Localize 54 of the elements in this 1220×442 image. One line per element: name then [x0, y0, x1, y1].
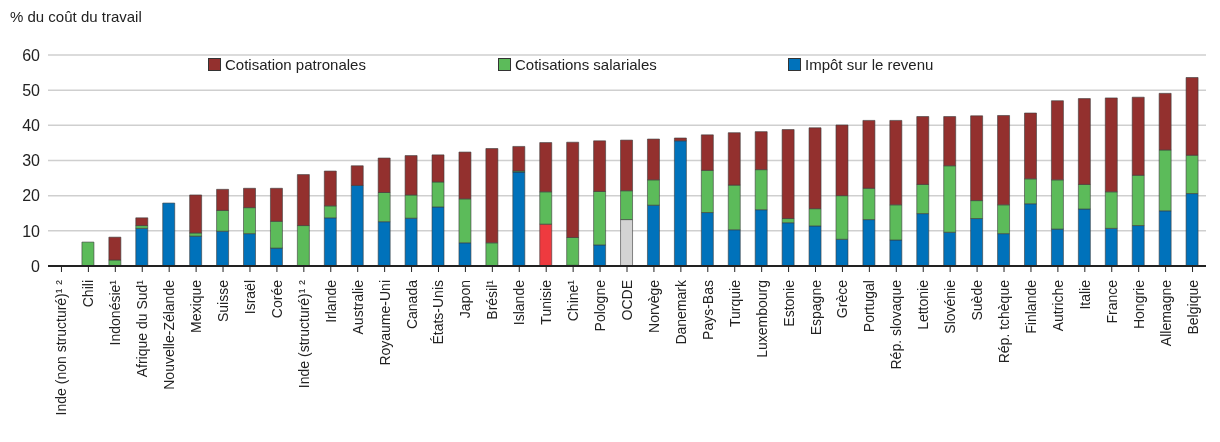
x-tick-label: France	[1103, 279, 1120, 324]
x-tick-label: Afrique du Sud¹	[134, 279, 151, 378]
x-tick-label: Finlande	[1022, 279, 1039, 334]
x-tick-label: Rép. tchèque	[996, 279, 1013, 364]
x-tick-label: Canada	[403, 279, 420, 330]
x-tick-label: Pays-Bas	[699, 280, 716, 340]
x-tick-label: Slovénie	[942, 279, 959, 334]
x-tick-label: Suisse	[215, 279, 232, 323]
x-tick-label: Indonésie¹	[107, 279, 124, 346]
x-tick-label: Espagne	[807, 279, 824, 336]
y-axis-title: % du coût du travail	[10, 8, 142, 25]
x-tick-label: Mexique	[188, 279, 205, 333]
x-tick-label: Portugal	[861, 280, 878, 333]
x-tick-label: Islande	[511, 279, 528, 326]
x-tick-label: Chine¹	[565, 279, 582, 322]
x-tick-label: Nouvelle-Zélande	[161, 279, 178, 390]
x-tick-label: Tunisie	[538, 279, 555, 325]
x-tick-label: Japon	[457, 280, 474, 319]
y-tick-label: 30	[22, 152, 41, 170]
x-tick-label: Danemark	[672, 279, 689, 345]
x-tick-label: Rép. slovaque	[888, 279, 905, 370]
y-tick-label: 50	[22, 81, 41, 99]
x-tick-label: Pologne	[592, 279, 609, 332]
x-tick-label: Inde (non structuré)¹ ²	[53, 279, 70, 416]
x-tick-label: Italie	[1076, 279, 1093, 310]
x-tick-label: Turquie	[726, 279, 743, 327]
y-tick-label: 40	[22, 117, 41, 135]
x-tick-label: Irlande	[322, 279, 339, 323]
x-tick-label: Corée	[268, 279, 285, 319]
legend-label: Cotisation patronales	[224, 56, 367, 73]
x-tick-label: Hongrie	[1130, 279, 1147, 330]
x-tick-label: Australie	[349, 279, 366, 335]
x-tick-label: Allemagne	[1157, 279, 1174, 347]
x-tick-label: Norvège	[645, 279, 662, 333]
y-tick-label: 20	[22, 187, 41, 205]
legend-label: Impôt sur le revenu	[804, 56, 935, 73]
x-tick-label: Grèce	[834, 279, 851, 319]
legend-label: Cotisations salariales	[514, 56, 658, 73]
y-tick-label: 60	[22, 46, 41, 64]
x-tick-label: Inde (structuré)¹ ²	[295, 279, 312, 389]
x-tick-label: Estonie	[780, 279, 797, 327]
x-tick-label: États-Unis	[430, 280, 447, 345]
x-tick-label: OCDE	[619, 280, 635, 321]
x-tick-label: Israël	[241, 280, 258, 315]
x-tick-label: Royaume-Uni	[376, 280, 393, 366]
x-tick-label: Belgique	[1184, 279, 1201, 335]
x-tick-label: Suède	[969, 279, 986, 321]
y-tick-label: 10	[22, 222, 41, 240]
x-tick-label: Autriche	[1049, 279, 1066, 332]
x-tick-label: Lettonie	[915, 279, 932, 330]
x-tick-label: Luxembourg	[753, 280, 770, 358]
x-tick-label: Brésil¹	[484, 279, 501, 320]
x-tick-label: Chili	[80, 280, 97, 308]
y-tick-label: 0	[31, 257, 41, 275]
